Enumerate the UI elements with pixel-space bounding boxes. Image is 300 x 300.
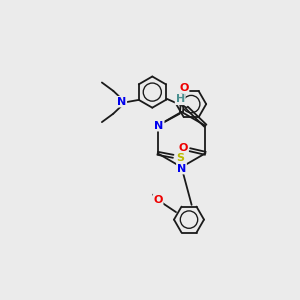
Text: N: N [154,121,164,131]
Text: N: N [117,97,126,107]
Text: O: O [179,83,189,93]
Text: O: O [153,195,163,205]
Text: O: O [178,142,188,153]
Text: S: S [177,153,185,163]
Text: N: N [177,164,186,174]
Text: H: H [176,94,185,104]
